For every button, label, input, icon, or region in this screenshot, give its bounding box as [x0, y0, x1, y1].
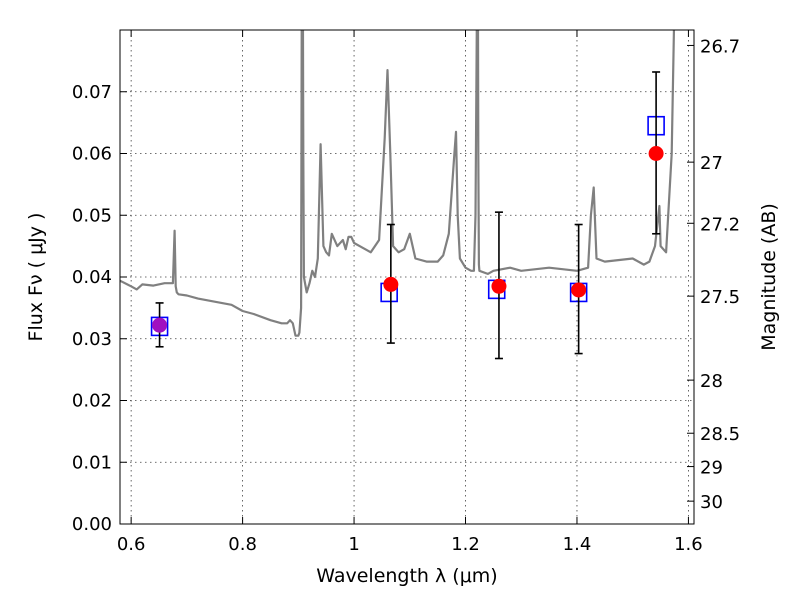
observed-flux-point	[571, 282, 587, 298]
grid	[120, 30, 694, 524]
x-tick-label: 0.8	[228, 534, 257, 555]
y2-tick-label: 27.2	[700, 214, 740, 235]
y2-tick-label: 28	[700, 371, 723, 392]
observed-flux-point	[491, 278, 507, 294]
spectrum-line	[120, 30, 676, 337]
x-tick-label: 1	[348, 534, 359, 555]
ticks-layer: 0.6 0.8 1 1.2 1.4 1.6 0.00 0.01 0.02 0.03 0.04 0.05…	[72, 30, 740, 555]
y-tick-label: 0.06	[72, 144, 112, 165]
y-tick-label: 0.00	[72, 514, 112, 535]
y-tick-label: 0.04	[72, 267, 112, 288]
x-tick-label: 1.2	[451, 534, 480, 555]
y2-tick-label: 29	[700, 458, 723, 479]
y2-tick-label: 30	[700, 492, 723, 513]
y-tick-label: 0.03	[72, 329, 112, 350]
x-axis-title: Wavelength λ (μm)	[316, 565, 497, 587]
points-layer	[150, 71, 665, 360]
y2-axis-title: Magnitude (AB)	[758, 203, 780, 351]
x-tick-label: 1.4	[563, 534, 592, 555]
x-tick-label: 1.6	[674, 534, 703, 555]
observed-flux-point	[383, 276, 399, 292]
observed-flux-point	[648, 146, 664, 161]
y2-tick-label: 28.5	[700, 424, 740, 445]
y2-tick-label: 27	[700, 153, 723, 174]
y-axis-title: Flux Fν ( μJy )	[25, 213, 47, 342]
y2-tick-label: 27.5	[700, 287, 740, 308]
y2-tick-label: 26.7	[700, 36, 740, 57]
y-tick-label: 0.01	[72, 452, 112, 473]
y-tick-label: 0.05	[72, 205, 112, 226]
observed-flux-point	[152, 317, 168, 333]
y-tick-label: 0.07	[72, 82, 112, 103]
y-tick-label: 0.02	[72, 391, 112, 412]
x-tick-label: 0.6	[117, 534, 146, 555]
spectrum-layer	[120, 30, 676, 337]
